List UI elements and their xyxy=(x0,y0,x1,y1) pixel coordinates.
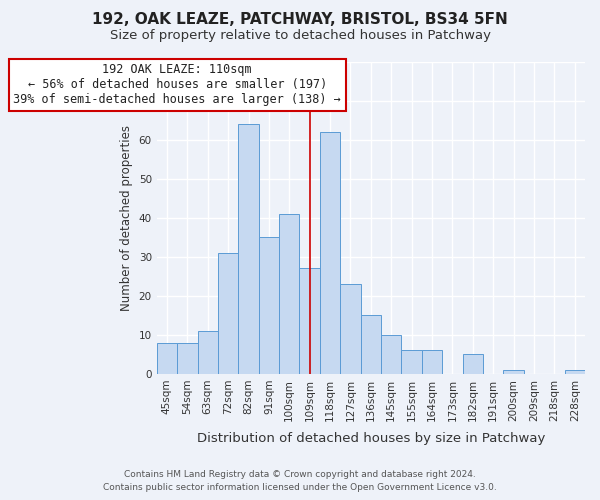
Bar xyxy=(177,342,197,374)
Bar xyxy=(299,268,320,374)
Bar xyxy=(340,284,361,374)
X-axis label: Distribution of detached houses by size in Patchway: Distribution of detached houses by size … xyxy=(197,432,545,445)
Bar xyxy=(565,370,585,374)
Bar xyxy=(463,354,483,374)
Bar xyxy=(361,316,381,374)
Bar xyxy=(238,124,259,374)
Bar xyxy=(218,253,238,374)
Bar xyxy=(503,370,524,374)
Bar xyxy=(259,237,279,374)
Text: Contains HM Land Registry data © Crown copyright and database right 2024.
Contai: Contains HM Land Registry data © Crown c… xyxy=(103,470,497,492)
Bar xyxy=(320,132,340,374)
Bar xyxy=(197,331,218,374)
Y-axis label: Number of detached properties: Number of detached properties xyxy=(120,124,133,310)
Text: 192 OAK LEAZE: 110sqm
← 56% of detached houses are smaller (197)
39% of semi-det: 192 OAK LEAZE: 110sqm ← 56% of detached … xyxy=(13,64,341,106)
Text: 192, OAK LEAZE, PATCHWAY, BRISTOL, BS34 5FN: 192, OAK LEAZE, PATCHWAY, BRISTOL, BS34 … xyxy=(92,12,508,28)
Text: Size of property relative to detached houses in Patchway: Size of property relative to detached ho… xyxy=(110,29,491,42)
Bar xyxy=(381,335,401,374)
Bar xyxy=(157,342,177,374)
Bar xyxy=(422,350,442,374)
Bar xyxy=(279,214,299,374)
Bar xyxy=(401,350,422,374)
